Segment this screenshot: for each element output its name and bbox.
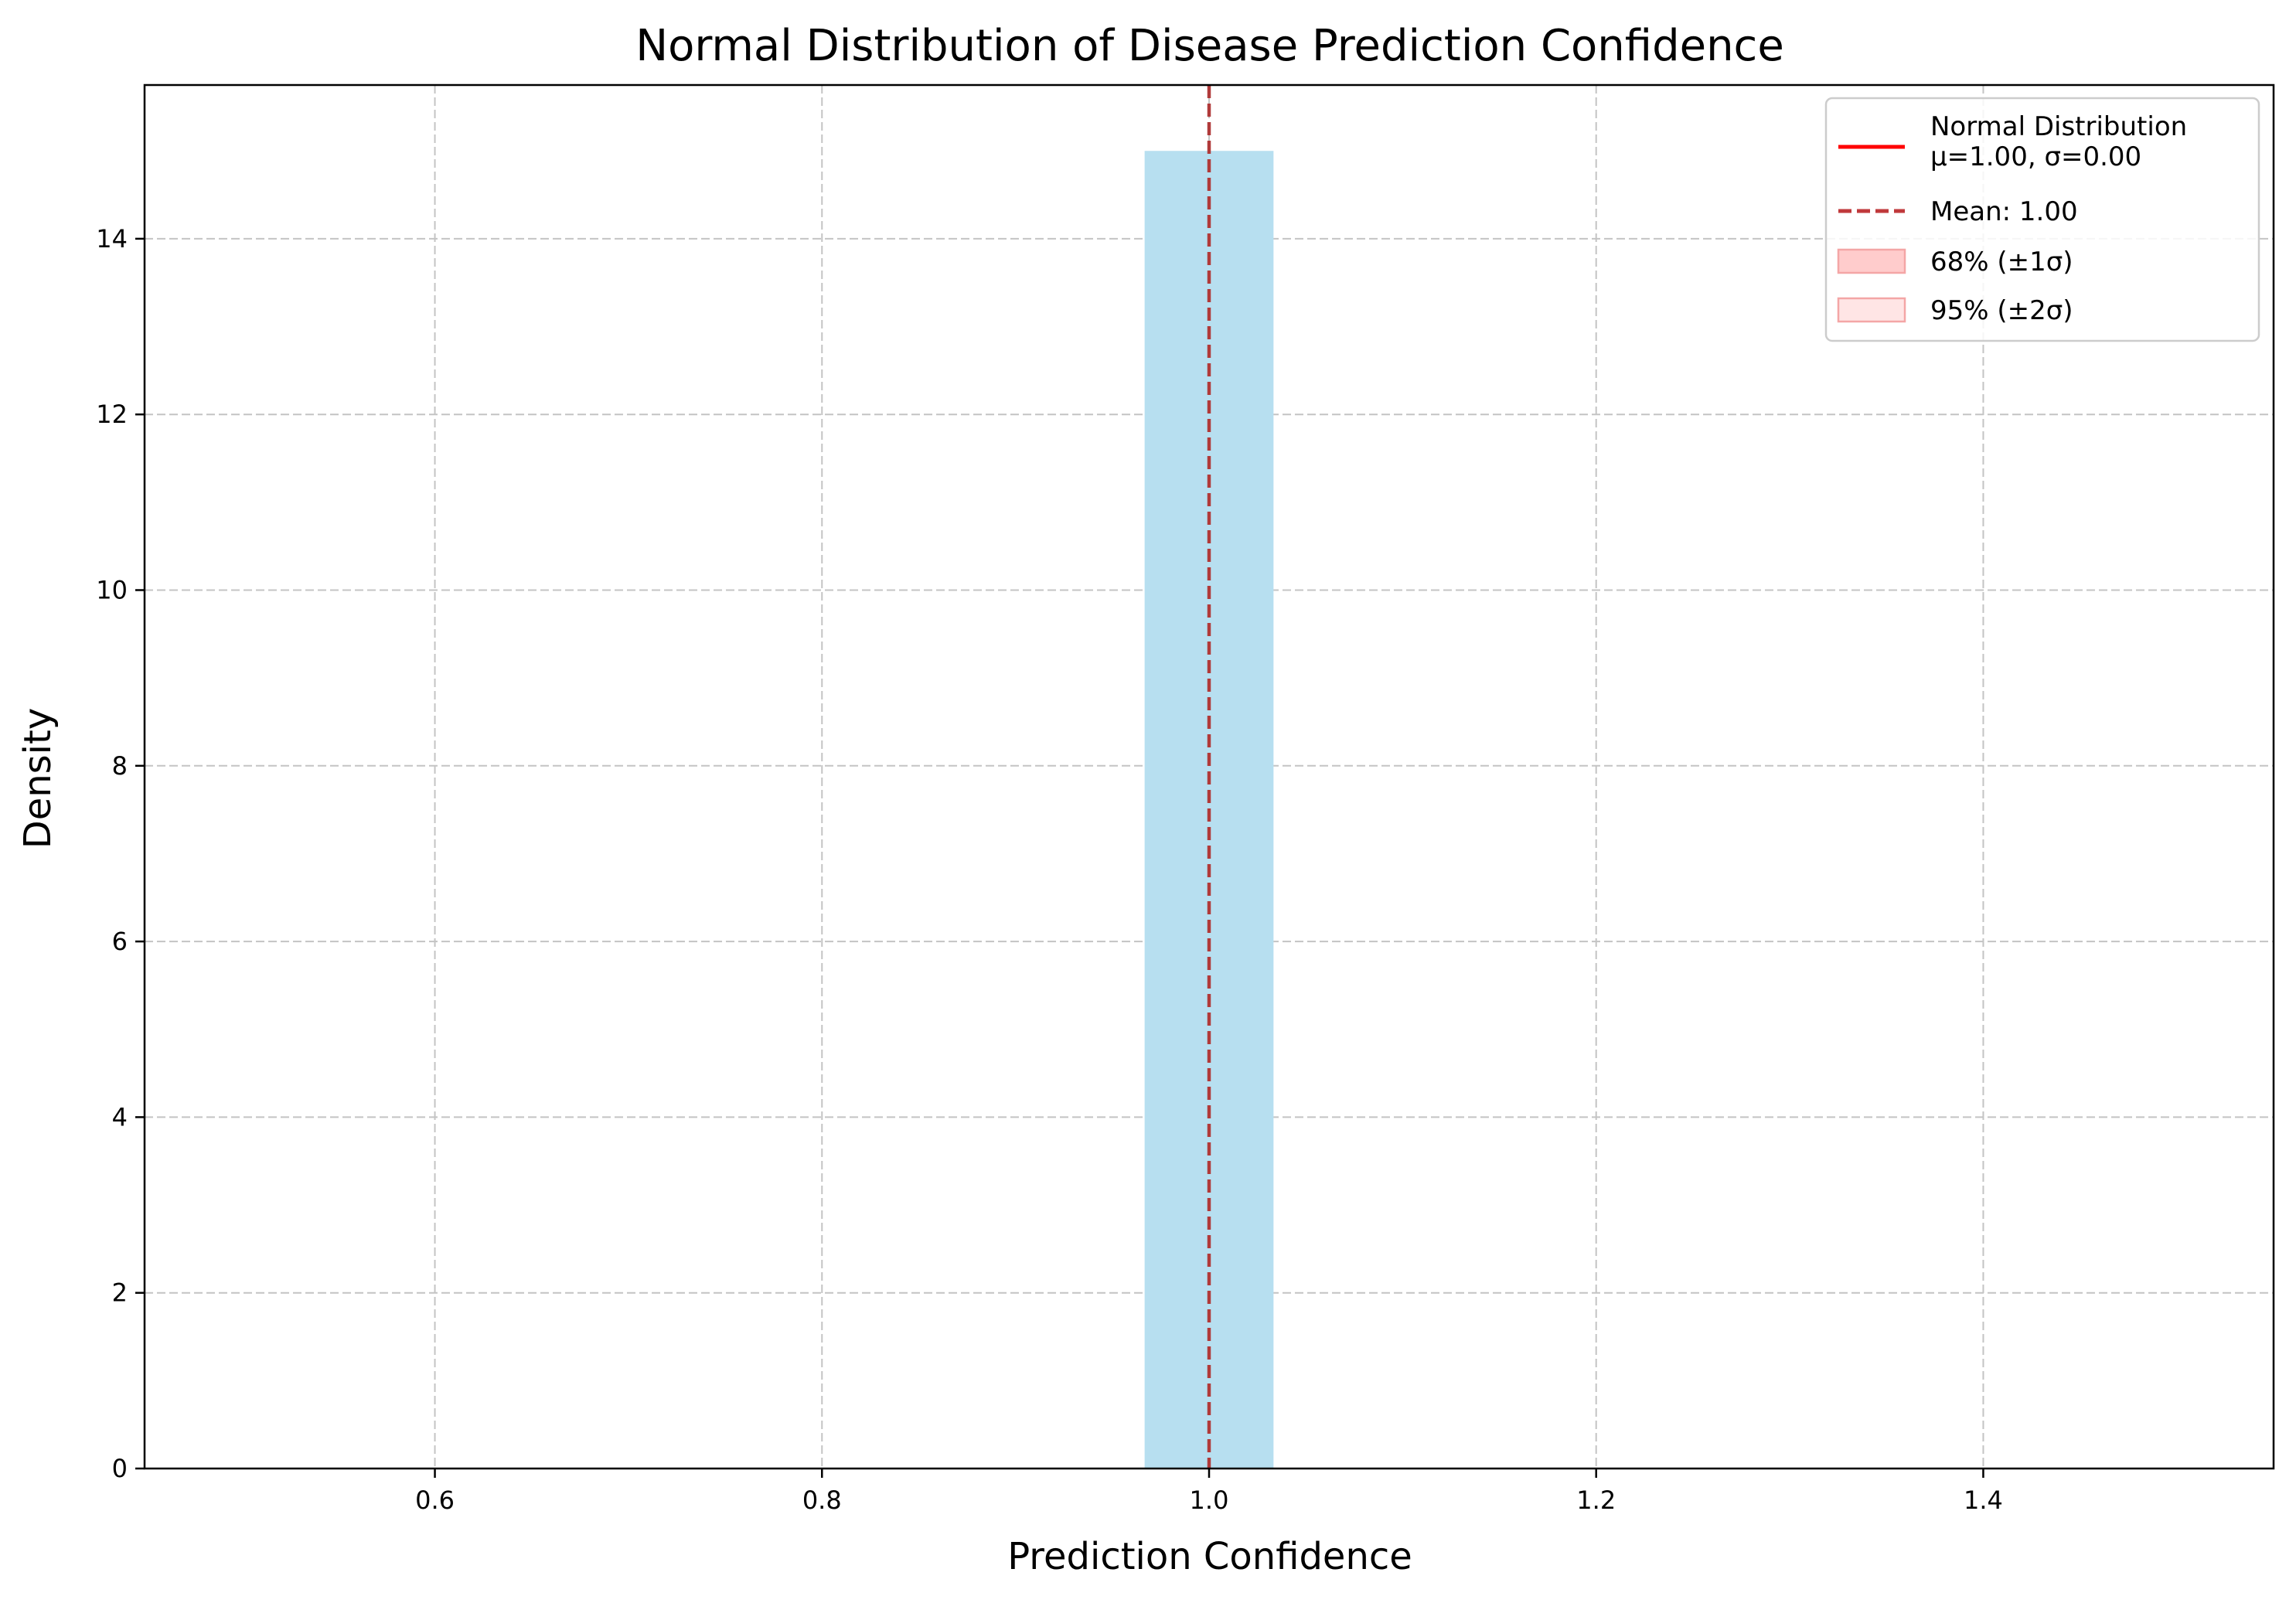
- x-tick-label-3: 1.2: [1576, 1486, 1616, 1515]
- legend-handle-2: [1837, 248, 1906, 274]
- y-tick-label-1: 2: [112, 1278, 128, 1308]
- y-axis-label: Density: [16, 708, 60, 849]
- legend-handle-3: [1837, 297, 1906, 323]
- x-axis-label: Prediction Confidence: [1007, 1535, 1412, 1578]
- y-tick-label-3: 6: [112, 927, 128, 956]
- legend-label-0-0: Normal Distribution: [1930, 111, 2187, 142]
- y-tick-label-2: 4: [112, 1102, 128, 1132]
- y-tick-label-7: 14: [96, 224, 128, 254]
- x-tick-label-1: 0.8: [802, 1486, 842, 1515]
- legend-label-2-0: 68% (±1σ): [1930, 247, 2073, 277]
- legend-label-3-0: 95% (±2σ): [1930, 295, 2073, 326]
- x-tick-label-4: 1.4: [1964, 1486, 2003, 1515]
- y-tick-label-4: 8: [112, 751, 128, 781]
- x-axis-ticks: 0.6 0.8 1.0 1.2 1.4: [415, 1469, 2003, 1515]
- y-tick-label-0: 0: [112, 1454, 128, 1483]
- y-tick-label-6: 12: [96, 400, 128, 429]
- chart-title: Normal Distribution of Disease Predictio…: [635, 21, 1784, 71]
- y-tick-label-5: 10: [96, 575, 128, 604]
- legend-box: [1824, 97, 2260, 342]
- x-tick-label-0: 0.6: [415, 1486, 455, 1515]
- legend-label-1-0: Mean: 1.00: [1930, 196, 2078, 227]
- x-tick-label-2: 1.0: [1190, 1486, 1229, 1515]
- legend-label-0-1: μ=1.00, σ=0.00: [1930, 141, 2141, 172]
- y-axis-ticks: 0 2 4 6 8 10 12 14: [96, 224, 145, 1483]
